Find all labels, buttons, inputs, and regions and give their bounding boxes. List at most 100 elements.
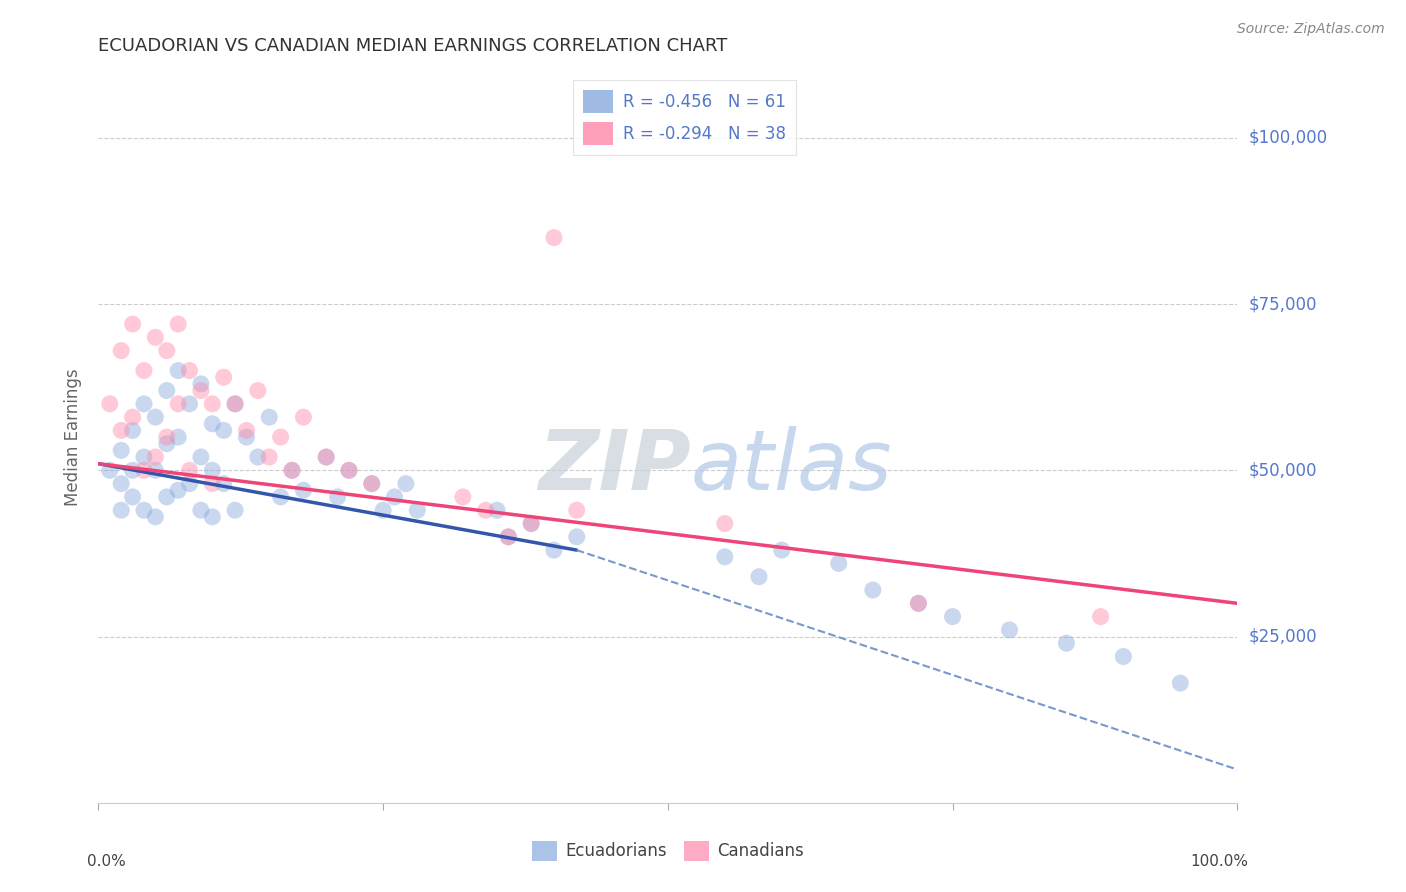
Point [145, 410, 167, 425]
Point [907, 596, 929, 610]
Point [828, 557, 851, 571]
Point [714, 516, 737, 531]
Point [281, 463, 304, 477]
Point [156, 436, 179, 450]
Point [190, 384, 212, 398]
Point [998, 623, 1021, 637]
Point [235, 424, 257, 438]
Text: ZIP: ZIP [538, 425, 690, 507]
Point [98, 397, 121, 411]
Point [121, 410, 143, 425]
Point [179, 397, 201, 411]
Point [132, 363, 155, 377]
Point [132, 503, 155, 517]
Point [315, 450, 337, 464]
Text: 0.0%: 0.0% [87, 854, 125, 869]
Point [748, 570, 770, 584]
Point [292, 483, 315, 498]
Point [121, 490, 143, 504]
Point [565, 503, 588, 517]
Point [98, 463, 121, 477]
Point [259, 410, 281, 425]
Point [156, 384, 179, 398]
Point [451, 490, 474, 504]
Point [246, 450, 269, 464]
Point [406, 503, 429, 517]
Text: atlas: atlas [690, 425, 893, 507]
Point [212, 476, 235, 491]
Point [862, 582, 884, 597]
Point [770, 543, 793, 558]
Point [167, 397, 190, 411]
Point [520, 516, 543, 531]
Point [110, 503, 132, 517]
Point [498, 530, 520, 544]
Point [156, 343, 179, 358]
Point [1054, 636, 1078, 650]
Point [224, 397, 246, 411]
Text: Source: ZipAtlas.com: Source: ZipAtlas.com [1237, 22, 1385, 37]
Point [235, 430, 257, 444]
Point [156, 490, 179, 504]
Point [121, 424, 143, 438]
Point [520, 516, 543, 531]
Point [224, 503, 246, 517]
Point [384, 490, 406, 504]
Point [110, 424, 132, 438]
Point [145, 509, 167, 524]
Point [132, 463, 155, 477]
Point [201, 463, 224, 477]
Point [145, 330, 167, 344]
Text: $50,000: $50,000 [1249, 461, 1317, 479]
Point [498, 530, 520, 544]
Point [167, 430, 190, 444]
Point [543, 230, 565, 244]
Point [1090, 609, 1112, 624]
Point [371, 503, 394, 517]
Point [121, 463, 143, 477]
Text: 100.0%: 100.0% [1191, 854, 1249, 869]
Point [907, 596, 929, 610]
Point [201, 509, 224, 524]
Text: $75,000: $75,000 [1249, 295, 1317, 313]
Point [201, 417, 224, 431]
Point [179, 463, 201, 477]
Point [167, 483, 190, 498]
Point [201, 476, 224, 491]
Point [121, 317, 143, 331]
Point [190, 450, 212, 464]
Point [179, 363, 201, 377]
Point [474, 503, 496, 517]
Point [360, 476, 382, 491]
Point [326, 490, 349, 504]
Point [337, 463, 360, 477]
Point [259, 450, 281, 464]
Text: $100,000: $100,000 [1249, 128, 1327, 147]
Point [190, 503, 212, 517]
Point [395, 476, 418, 491]
Text: $25,000: $25,000 [1249, 628, 1317, 646]
Point [212, 370, 235, 384]
Point [543, 543, 565, 558]
Point [942, 609, 965, 624]
Point [292, 410, 315, 425]
Point [246, 384, 269, 398]
Point [190, 376, 212, 391]
Point [167, 317, 190, 331]
Point [132, 397, 155, 411]
Point [337, 463, 360, 477]
Point [145, 463, 167, 477]
Point [110, 476, 132, 491]
Point [110, 343, 132, 358]
Point [281, 463, 304, 477]
Text: ECUADORIAN VS CANADIAN MEDIAN EARNINGS CORRELATION CHART: ECUADORIAN VS CANADIAN MEDIAN EARNINGS C… [98, 37, 728, 54]
Point [145, 450, 167, 464]
Legend: Ecuadorians, Canadians: Ecuadorians, Canadians [526, 834, 810, 868]
Point [270, 490, 292, 504]
Point [132, 450, 155, 464]
Point [167, 363, 190, 377]
Point [156, 430, 179, 444]
Y-axis label: Median Earnings: Median Earnings [65, 368, 83, 506]
Point [110, 443, 132, 458]
Point [270, 430, 292, 444]
